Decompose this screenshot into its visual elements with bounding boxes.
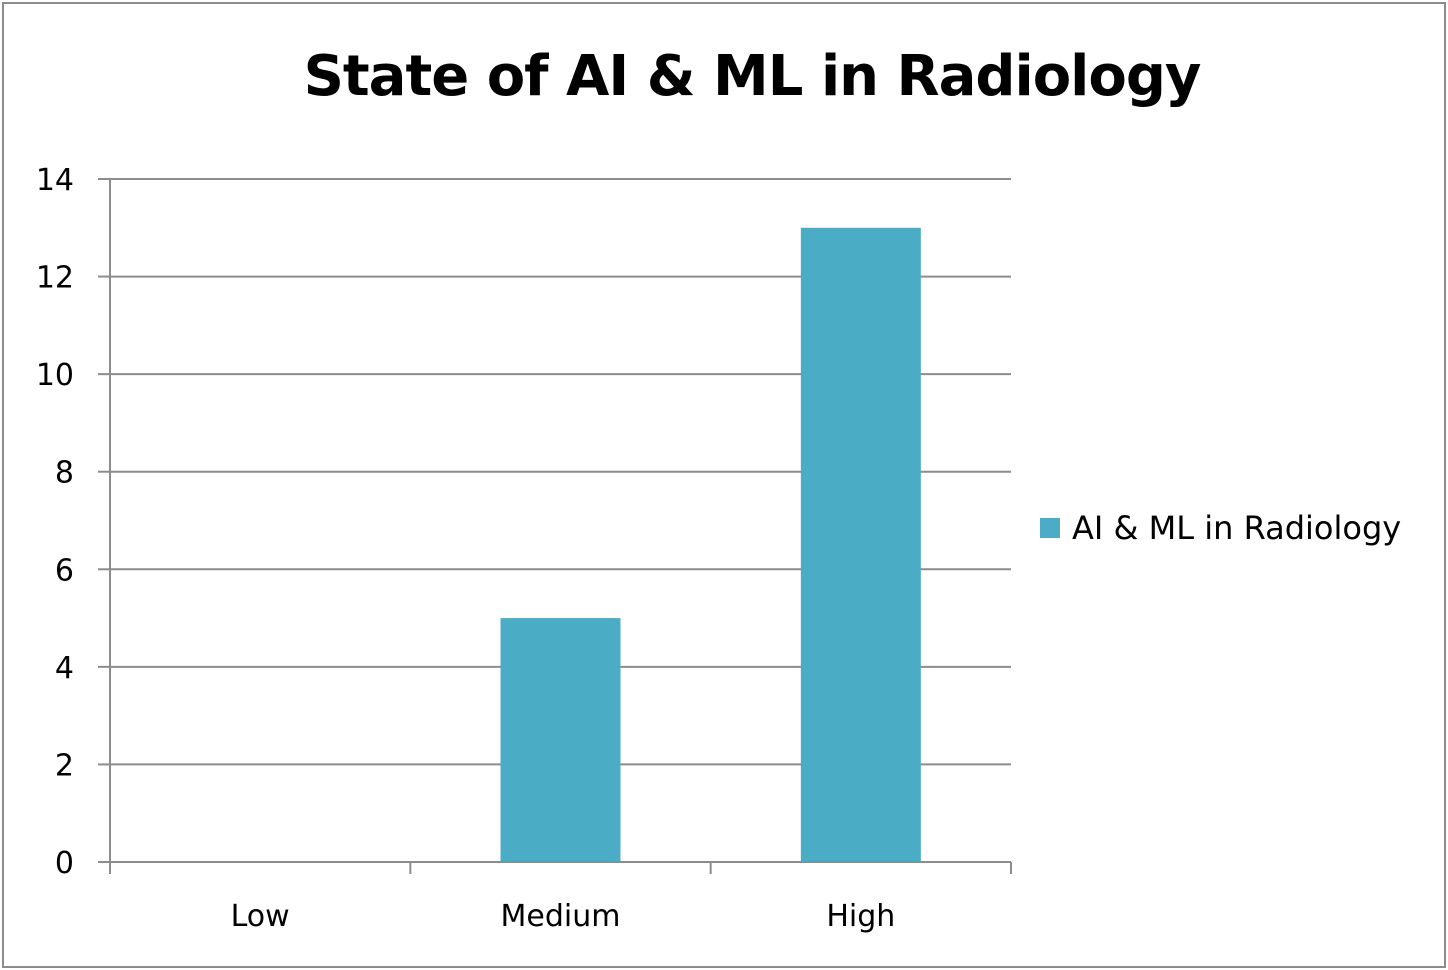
y-tick-label: 6 (55, 553, 74, 588)
x-tick-label: High (826, 899, 895, 934)
legend-swatch (1040, 518, 1060, 538)
y-tick-label: 10 (36, 358, 74, 393)
bar-high (800, 227, 921, 863)
chart-legend: AI & ML in Radiology (1040, 506, 1401, 550)
x-tick-label: Medium (501, 899, 621, 934)
y-tick-label: 14 (36, 163, 74, 198)
x-tick-label: Low (231, 899, 290, 934)
bar-medium (500, 618, 621, 862)
y-tick-label: 2 (55, 748, 74, 783)
chart-title: State of AI & ML in Radiology (303, 44, 1202, 109)
y-tick-label: 0 (55, 846, 74, 881)
legend-label: AI & ML in Radiology (1072, 509, 1402, 547)
y-tick-label: 8 (55, 456, 74, 491)
y-tick-label: 4 (55, 651, 74, 686)
y-tick-label: 12 (36, 261, 74, 296)
